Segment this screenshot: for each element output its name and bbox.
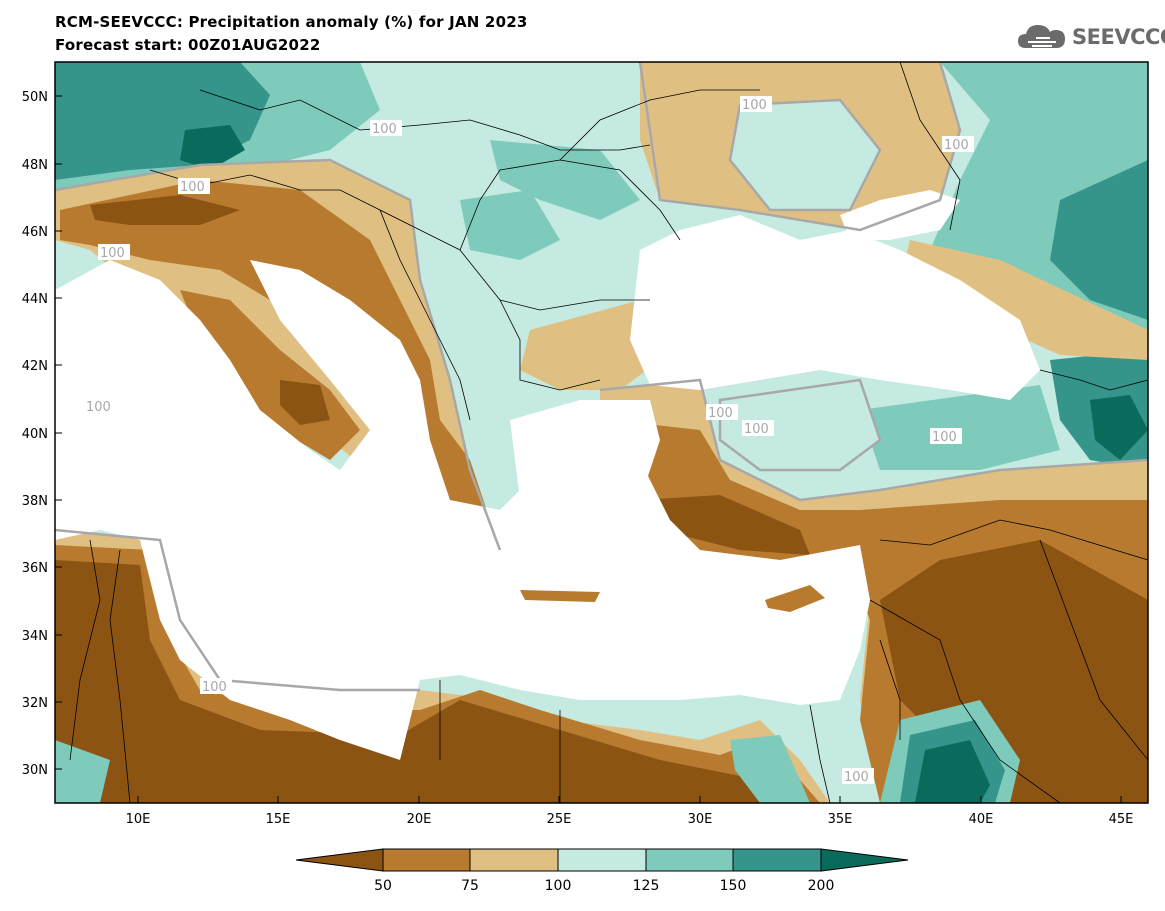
svg-text:44N: 44N xyxy=(22,292,48,307)
lon-tick-15e: 15E xyxy=(266,796,291,827)
contour-lines xyxy=(55,62,1148,692)
svg-text:25E: 25E xyxy=(547,812,572,827)
anomaly-wet-libya-west xyxy=(55,740,110,803)
anomaly-dry-strong-turkey xyxy=(640,495,810,555)
colorbar-tick-label: 100 xyxy=(545,878,572,894)
cloud-icon xyxy=(1018,25,1065,48)
svg-text:30E: 30E xyxy=(688,812,713,827)
colorbar-segment-125-150 xyxy=(645,848,734,872)
lon-tick-30e: 30E xyxy=(688,796,713,827)
colorbar-tick-label: 50 xyxy=(374,878,392,894)
sea-aegean xyxy=(510,400,660,560)
lon-tick-10e: 10E xyxy=(126,796,151,827)
lon-tick-45e: 45E xyxy=(1109,796,1134,827)
lat-tick-44n: 44N xyxy=(22,292,62,307)
svg-text:10E: 10E xyxy=(126,812,151,827)
svg-text:48N: 48N xyxy=(22,158,48,173)
lon-tick-25e: 25E xyxy=(547,796,572,827)
colorbar-segment-100-125 xyxy=(557,848,647,872)
anomaly-wet-egypt-coast xyxy=(730,735,810,803)
map-plot-area: 100 100 100 100 100 100 100 100 100 100 … xyxy=(55,62,1148,803)
svg-text:34N: 34N xyxy=(22,629,48,644)
anomaly-wet-light-ukraine-core xyxy=(730,100,880,210)
island-crete xyxy=(520,590,600,602)
lat-tick-38n: 38N xyxy=(22,494,62,509)
colorbar-segment-50-75 xyxy=(382,848,471,872)
logo-text: SEEVCCC xyxy=(1072,25,1165,49)
map-title: RCM-SEEVCCC: Precipitation anomaly (%) f… xyxy=(55,13,528,31)
contour-label: 100 xyxy=(180,180,205,195)
lat-tick-34n: 34N xyxy=(22,629,62,644)
svg-text:15E: 15E xyxy=(266,812,291,827)
contour-label: 100 xyxy=(932,430,957,445)
anomaly-dry-light-bulgaria xyxy=(520,300,660,390)
anomaly-dry-alps xyxy=(60,180,490,540)
country-borders xyxy=(69,62,1148,803)
anomaly-wet-extreme-arabia xyxy=(915,740,990,803)
anomaly-wet-extreme-caucasus xyxy=(1090,395,1148,460)
anomaly-wet-romania xyxy=(490,140,640,220)
contour-label: 100 xyxy=(708,406,733,421)
svg-text:45E: 45E xyxy=(1109,812,1134,827)
contour-labels: 100 100 100 100 100 100 100 100 100 100 … xyxy=(84,96,974,785)
island-cyprus xyxy=(765,585,825,612)
anomaly-dry-light-caucasus-north xyxy=(900,240,1148,360)
svg-text:38N: 38N xyxy=(22,494,48,509)
svg-text:42N: 42N xyxy=(22,359,48,374)
lat-tick-36n: 36N xyxy=(22,561,62,576)
svg-text:32N: 32N xyxy=(22,696,48,711)
contour-label: 100 xyxy=(372,122,397,137)
latitude-axis: 50N 48N 46N 44N 42N 40N 38N 36N 34N 32N … xyxy=(22,90,62,778)
contour-label: 100 xyxy=(86,400,111,415)
lon-tick-20e: 20E xyxy=(407,796,432,827)
svg-text:35E: 35E xyxy=(828,812,853,827)
svg-text:40N: 40N xyxy=(22,427,48,442)
seevccc-logo: SEEVCCC xyxy=(1016,20,1165,54)
contour-label: 100 xyxy=(944,138,969,153)
contour-label: 100 xyxy=(100,246,125,261)
contour-label: 100 xyxy=(744,422,769,437)
anomaly-dry-strong-alps xyxy=(90,195,240,225)
lat-tick-48n: 48N xyxy=(22,158,62,173)
lon-tick-35e: 35E xyxy=(828,796,853,827)
lat-tick-32n: 32N xyxy=(22,696,62,711)
anomaly-wet-light-anatolia xyxy=(720,380,880,470)
lat-tick-42n: 42N xyxy=(22,359,62,374)
lat-tick-46n: 46N xyxy=(22,225,62,240)
colorbar-tick-label: 125 xyxy=(633,878,660,894)
svg-text:46N: 46N xyxy=(22,225,48,240)
contour-label: 100 xyxy=(742,98,767,113)
svg-text:36N: 36N xyxy=(22,561,48,576)
svg-text:30N: 30N xyxy=(22,763,48,778)
longitude-axis: 10E 15E 20E 25E 30E 35E 40E 45E xyxy=(126,796,1134,827)
anomaly-dry-strong-italy xyxy=(280,380,330,425)
contour-label: 100 xyxy=(844,770,869,785)
lat-tick-50n: 50N xyxy=(22,90,62,105)
anomaly-wet-strong-russia xyxy=(1050,160,1148,320)
lon-tick-40e: 40E xyxy=(969,796,994,827)
lat-tick-30n: 30N xyxy=(22,763,62,778)
colorbar-segment-75-100 xyxy=(469,848,559,872)
colorbar-segment-gt200 xyxy=(820,848,909,872)
colorbar-segment-150-200 xyxy=(732,848,822,872)
forecast-start-label: Forecast start: 00Z01AUG2022 xyxy=(55,36,321,54)
colorbar-tick-label: 200 xyxy=(808,878,835,894)
anomaly-wet-extreme-germany xyxy=(180,125,245,170)
colorbar-segment-lt50 xyxy=(295,848,384,872)
anomaly-wet-turkey-north xyxy=(860,385,1060,470)
sea-black-sea xyxy=(630,215,1040,400)
sea-mediterranean xyxy=(55,260,870,760)
svg-text:20E: 20E xyxy=(407,812,432,827)
anomaly-dry-strong-north-africa xyxy=(55,560,800,803)
lat-tick-40n: 40N xyxy=(22,427,62,442)
svg-text:40E: 40E xyxy=(969,812,994,827)
colorbar-tick-label: 150 xyxy=(720,878,747,894)
colorbar: 50 75 100 125 150 200 xyxy=(295,848,909,894)
svg-text:50N: 50N xyxy=(22,90,48,105)
colorbar-tick-label: 75 xyxy=(461,878,479,894)
contour-label: 100 xyxy=(202,680,227,695)
anomaly-wet-balkans xyxy=(460,190,560,260)
